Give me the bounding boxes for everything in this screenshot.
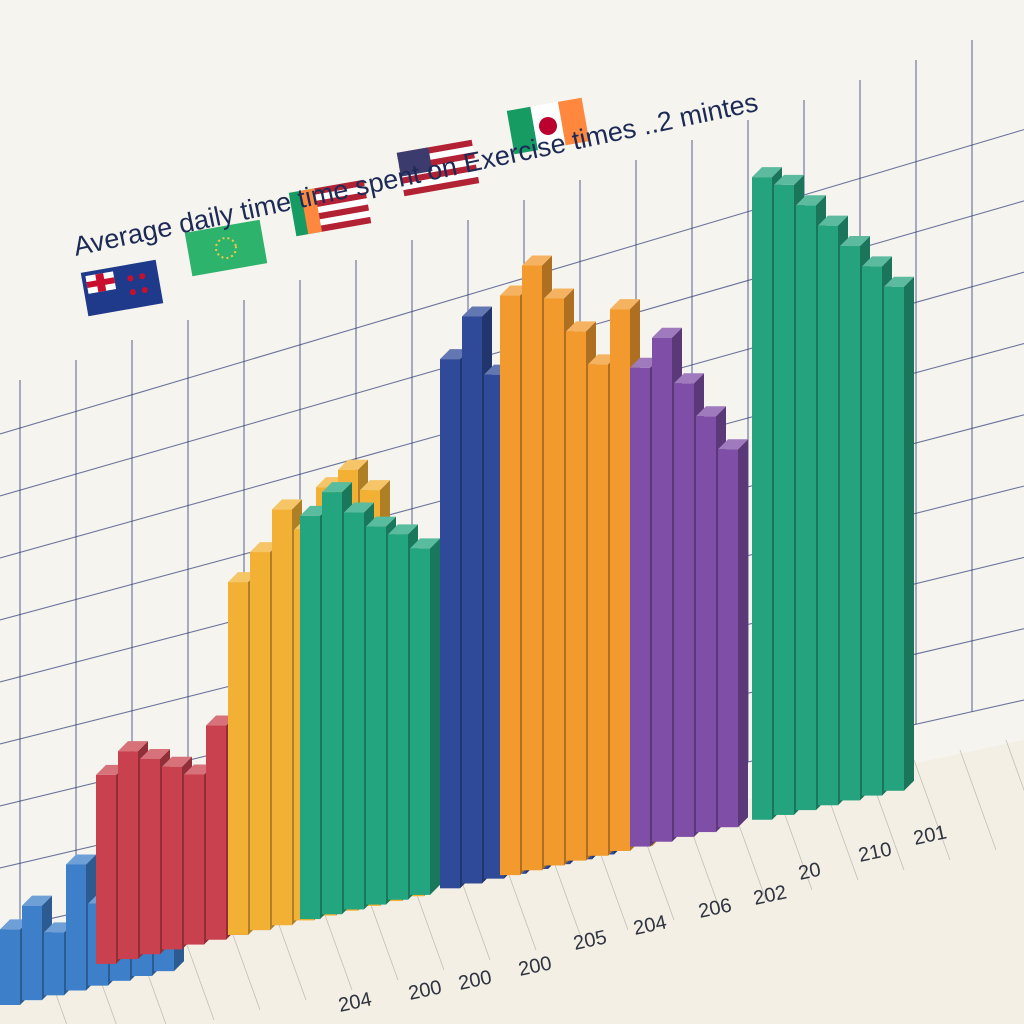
- usa-flag: [396, 139, 480, 197]
- floor-line: [913, 759, 951, 861]
- floor-line: [959, 749, 997, 851]
- new-zealand-flag: [80, 259, 164, 317]
- ireland-us-flag: [288, 179, 372, 237]
- floor-line: [1005, 739, 1024, 792]
- green-star-flag: [184, 219, 268, 277]
- legend: [80, 97, 590, 317]
- bar: [410, 538, 440, 895]
- grid-line-horizontal: [0, 129, 1024, 435]
- bar: [718, 439, 748, 828]
- bar: [884, 276, 914, 791]
- x-tick-label: 20: [796, 859, 822, 885]
- bars: [0, 167, 914, 1005]
- japan-ireland-flag: [506, 97, 590, 155]
